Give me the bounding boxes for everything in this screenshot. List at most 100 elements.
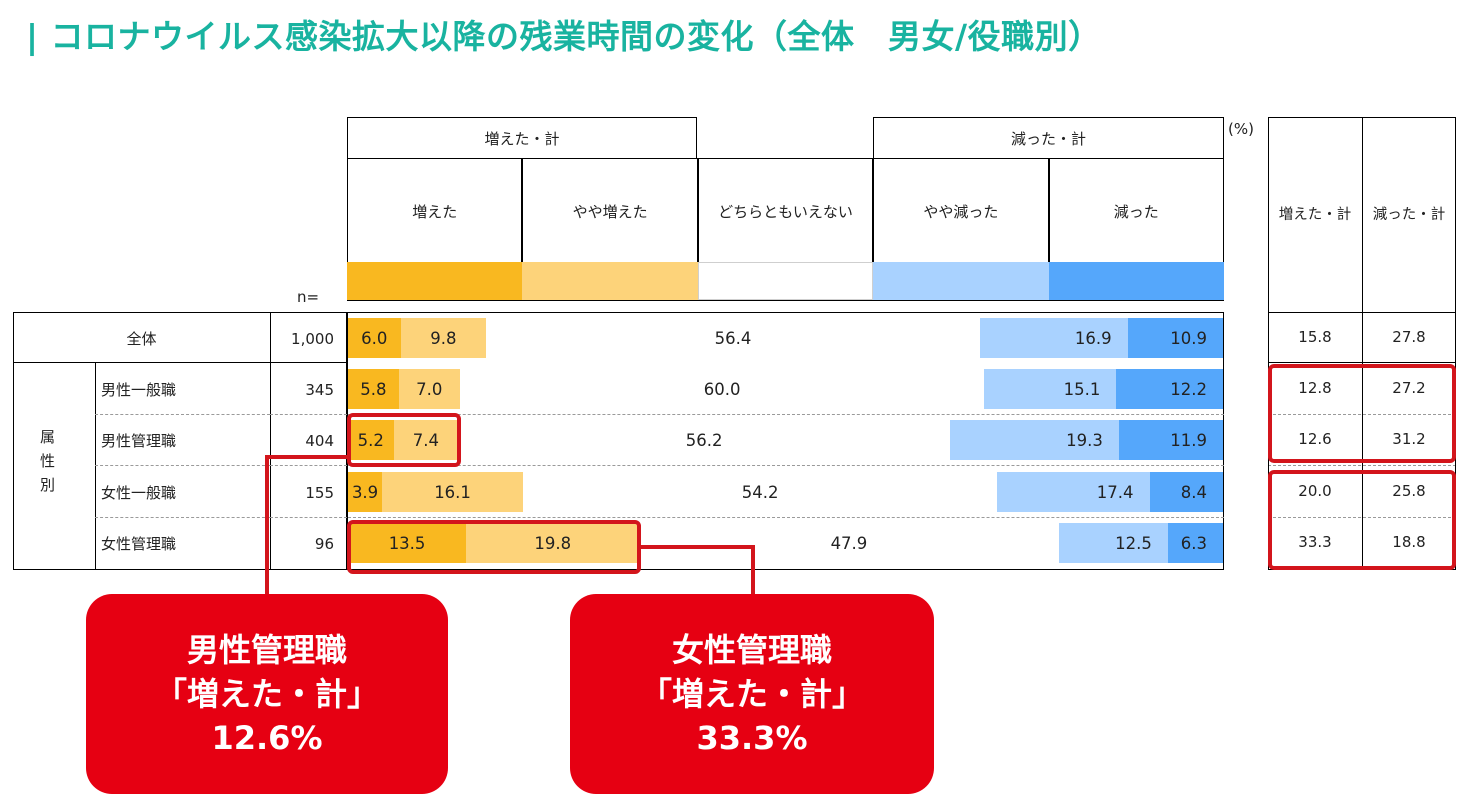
unit-label: (%) xyxy=(1228,120,1254,138)
highlight-female-summary xyxy=(1268,470,1456,570)
bar-segment: 16.9 xyxy=(979,318,1128,358)
legend-swatch xyxy=(347,262,523,300)
category-header: やや増えた xyxy=(522,158,698,264)
row-separator xyxy=(270,517,347,518)
legend-swatch xyxy=(873,262,1049,300)
row-label: 女性一般職 xyxy=(101,484,177,502)
bar-segment: 56.4 xyxy=(486,318,980,358)
category-header-label: 減った xyxy=(1113,203,1159,221)
callout-female-manager: 女性管理職 「増えた・計」 33.3% xyxy=(570,594,934,794)
row-separator xyxy=(95,465,270,466)
n-divider xyxy=(270,312,271,570)
n-label: n= xyxy=(297,288,320,306)
row-separator xyxy=(348,414,1224,415)
row-label: 男性管理職 xyxy=(101,432,177,450)
summary-value: 15.8 xyxy=(1298,328,1332,346)
bar-segment: 13.5 xyxy=(348,523,467,563)
bar-segment: 7.4 xyxy=(393,420,459,460)
summary-value: 20.0 xyxy=(1298,482,1332,500)
highlight-female-manager-bar xyxy=(347,520,641,574)
stacked-bar: 13.5 19.8 47.9 12.5 6.3 xyxy=(348,523,1223,563)
bar-segment: 54.2 xyxy=(523,472,998,512)
category-header: どちらともいえない xyxy=(697,158,874,264)
stacked-bar: 6.0 9.8 56.4 16.9 10.9 xyxy=(348,318,1223,358)
row-label: 全体 xyxy=(126,330,157,348)
bar-segment: 19.3 xyxy=(950,420,1119,460)
callout-female-line3: 33.3% xyxy=(696,719,808,757)
row-label: 男性一般職 xyxy=(101,381,177,399)
category-header-label: やや減った xyxy=(923,203,999,221)
row-separator xyxy=(348,465,1224,466)
bar-segment: 10.9 xyxy=(1127,318,1223,358)
summary-value: 27.2 xyxy=(1392,379,1426,397)
connector-male xyxy=(265,455,349,600)
bar-segment: 3.9 xyxy=(348,472,383,512)
callout-male-line2: 「増えた・計」 xyxy=(154,675,379,713)
bar-segment: 5.8 xyxy=(348,369,399,409)
legend-swatch xyxy=(1048,262,1224,300)
row-separator xyxy=(270,414,347,415)
category-header-label: やや増えた xyxy=(572,203,648,221)
stacked-bar: 5.8 7.0 60.0 15.1 12.2 xyxy=(348,369,1223,409)
bar-segment: 5.2 xyxy=(348,420,394,460)
bar-segment: 7.0 xyxy=(398,369,460,409)
bar-segment: 11.9 xyxy=(1118,420,1223,460)
summary-col-divider xyxy=(1362,117,1363,570)
category-header: 増えた xyxy=(347,158,523,264)
bar-segment: 6.3 xyxy=(1167,523,1223,563)
row-divider xyxy=(13,362,347,363)
category-header: やや減った xyxy=(873,158,1049,264)
row-separator xyxy=(95,517,270,518)
bar-segment: 6.0 xyxy=(348,318,401,358)
bar-segment: 19.8 xyxy=(466,523,640,563)
highlight-male-summary xyxy=(1268,364,1456,463)
summary-value: 18.8 xyxy=(1392,533,1426,551)
header-bottom-line xyxy=(347,300,1224,301)
row-label-frame xyxy=(13,312,347,570)
summary-row-divider xyxy=(1268,362,1456,363)
legend-swatch xyxy=(522,262,698,300)
bar-segment: 17.4 xyxy=(997,472,1150,512)
bar-segment: 8.4 xyxy=(1149,472,1223,512)
category-header-label: どちらともいえない xyxy=(718,203,853,221)
highlight-male-manager-bar xyxy=(347,413,461,467)
callout-male-manager: 男性管理職 「増えた・計」 12.6% xyxy=(86,594,448,794)
group-label: 属 性 別 xyxy=(40,428,56,494)
callout-female-line2: 「増えた・計」 xyxy=(639,675,864,713)
summary-value: 31.2 xyxy=(1392,430,1426,448)
row-n-value: 96 xyxy=(314,534,334,553)
group-divider xyxy=(95,362,96,570)
category-header-label: 増えた xyxy=(412,203,458,221)
bar-segment: 47.9 xyxy=(639,523,1059,563)
legend-swatch xyxy=(697,262,874,300)
stacked-bar: 5.2 7.4 56.2 19.3 11.9 xyxy=(348,420,1223,460)
bar-segment: 15.1 xyxy=(984,369,1117,409)
bar-segment: 12.2 xyxy=(1116,369,1223,409)
summary-header-decrease: 減った・計 xyxy=(1372,206,1446,223)
row-n-value: 1,000 xyxy=(291,329,334,348)
summary-header-increase: 増えた・計 xyxy=(1278,206,1352,223)
summary-value: 12.6 xyxy=(1298,430,1332,448)
stacked-bar: 3.9 16.1 54.2 17.4 8.4 xyxy=(348,472,1223,512)
summary-value: 25.8 xyxy=(1392,482,1426,500)
row-label: 女性管理職 xyxy=(101,535,177,553)
summary-header-divider xyxy=(1268,312,1456,313)
callout-male-line3: 12.6% xyxy=(211,719,323,757)
callout-female-line1: 女性管理職 xyxy=(671,631,832,669)
row-separator xyxy=(348,517,1224,518)
summary-value: 33.3 xyxy=(1298,533,1332,551)
row-n-value: 155 xyxy=(305,483,334,502)
callout-male-line1: 男性管理職 xyxy=(186,631,347,669)
summary-value: 27.8 xyxy=(1392,328,1426,346)
bar-segment: 16.1 xyxy=(382,472,523,512)
bar-segment: 12.5 xyxy=(1058,523,1168,563)
page-title: | コロナウイルス感染拡大以降の残業時間の変化（全体 男女/役職別） xyxy=(26,17,1102,56)
bar-segment: 9.8 xyxy=(400,318,487,358)
bar-segment: 56.2 xyxy=(458,420,950,460)
category-header: 減った xyxy=(1048,158,1224,264)
row-n-value: 345 xyxy=(305,380,334,399)
bar-segment: 60.0 xyxy=(459,369,985,409)
row-separator xyxy=(270,465,347,466)
connector-female xyxy=(641,545,755,600)
